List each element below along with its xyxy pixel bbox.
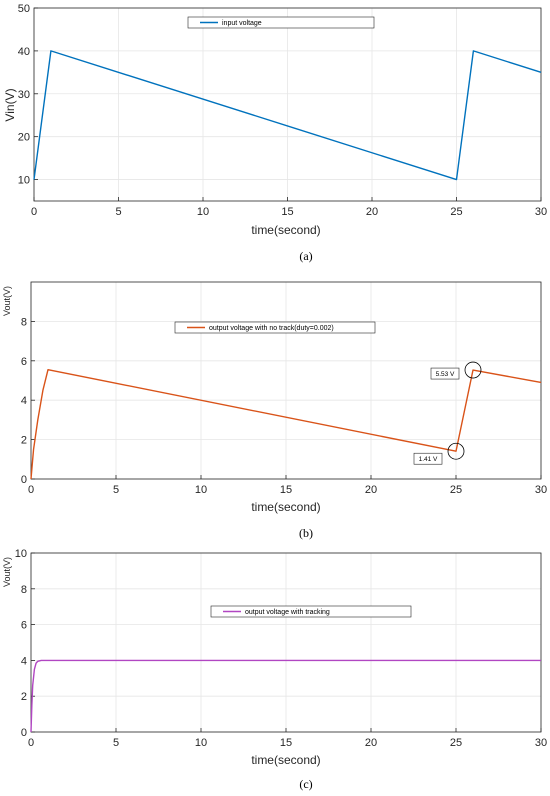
x-tick-label: 20 bbox=[366, 206, 378, 218]
x-axis-label: time(second) bbox=[251, 223, 320, 237]
series-line-0 bbox=[33, 50, 542, 181]
y-tick-label: 10 bbox=[15, 548, 27, 560]
x-tick-label: 0 bbox=[28, 737, 34, 749]
x-tick-label: 10 bbox=[195, 484, 207, 496]
x-tick-label: 20 bbox=[365, 737, 377, 749]
figure-caption: (a) bbox=[299, 249, 312, 263]
chart-panel-b: 0 5 10 15 20 25 30 0 2 4 6 8 time(second) Vout(V) outp… bbox=[2, 281, 547, 540]
legend-entry: output voltage with tracking bbox=[245, 609, 330, 616]
chart-panel-c: 0 5 10 15 20 25 30 0 2 4 6 8 10 time(second) Vout(V) ou… bbox=[2, 548, 547, 791]
y-tick-label: 0 bbox=[21, 727, 27, 739]
series-line-0 bbox=[30, 368, 542, 480]
x-tick-label: 5 bbox=[113, 737, 119, 749]
figure-caption: (c) bbox=[299, 777, 312, 791]
datatip-label: 1.41 V bbox=[419, 456, 438, 463]
datatip-marker bbox=[464, 361, 482, 379]
x-tick-label: 10 bbox=[197, 206, 209, 218]
legend-entry: output voltage with no track(duty=0.002) bbox=[209, 325, 334, 332]
y-tick-label: 50 bbox=[18, 3, 30, 15]
legend-box bbox=[174, 321, 376, 334]
y-tick-label: 6 bbox=[21, 620, 27, 632]
x-tick-label: 15 bbox=[281, 206, 293, 218]
legend-box bbox=[210, 605, 412, 618]
x-tick-label: 5 bbox=[115, 206, 121, 218]
y-axis-label: Vout(V) bbox=[2, 557, 12, 587]
x-axis-label: time(second) bbox=[251, 753, 320, 767]
x-tick-label: 25 bbox=[450, 737, 462, 749]
y-axis-label: Vin(V) bbox=[3, 88, 17, 121]
figure-caption: (b) bbox=[299, 526, 313, 540]
x-tick-label: 0 bbox=[31, 206, 37, 218]
y-axis-label: Vout(V) bbox=[2, 286, 12, 316]
y-tick-label: 4 bbox=[21, 395, 27, 407]
datatip-marker bbox=[447, 442, 465, 460]
x-tick-label: 0 bbox=[28, 484, 34, 496]
y-tick-label: 30 bbox=[18, 89, 30, 101]
y-tick-label: 8 bbox=[21, 316, 27, 328]
legend-box bbox=[187, 16, 375, 29]
x-tick-label: 15 bbox=[280, 484, 292, 496]
x-axis-label: time(second) bbox=[251, 500, 320, 514]
x-tick-label: 10 bbox=[195, 737, 207, 749]
legend-entry: input voltage bbox=[222, 20, 262, 27]
y-tick-label: 40 bbox=[18, 46, 30, 58]
x-tick-label: 30 bbox=[535, 484, 547, 496]
datatip-label: 5.53 V bbox=[436, 371, 455, 378]
x-tick-label: 30 bbox=[535, 737, 547, 749]
series-line-0 bbox=[30, 659, 541, 733]
y-tick-label: 8 bbox=[21, 584, 27, 596]
chart-panel-a: 0 5 10 15 20 25 30 10 20 30 40 50 time(second) Vin(V)… bbox=[3, 3, 547, 263]
y-tick-label: 0 bbox=[21, 474, 27, 486]
x-tick-label: 15 bbox=[280, 737, 292, 749]
x-tick-label: 20 bbox=[365, 484, 377, 496]
x-tick-label: 30 bbox=[535, 206, 547, 218]
y-tick-label: 6 bbox=[21, 356, 27, 368]
y-tick-label: 2 bbox=[21, 691, 27, 703]
y-tick-label: 4 bbox=[21, 655, 27, 667]
datatip-box bbox=[430, 367, 460, 380]
y-tick-label: 10 bbox=[18, 175, 30, 187]
y-tick-label: 20 bbox=[18, 132, 30, 144]
y-tick-label: 2 bbox=[21, 435, 27, 447]
x-tick-label: 25 bbox=[450, 206, 462, 218]
datatip-box bbox=[413, 452, 443, 465]
x-tick-label: 25 bbox=[450, 484, 462, 496]
x-tick-label: 5 bbox=[113, 484, 119, 496]
